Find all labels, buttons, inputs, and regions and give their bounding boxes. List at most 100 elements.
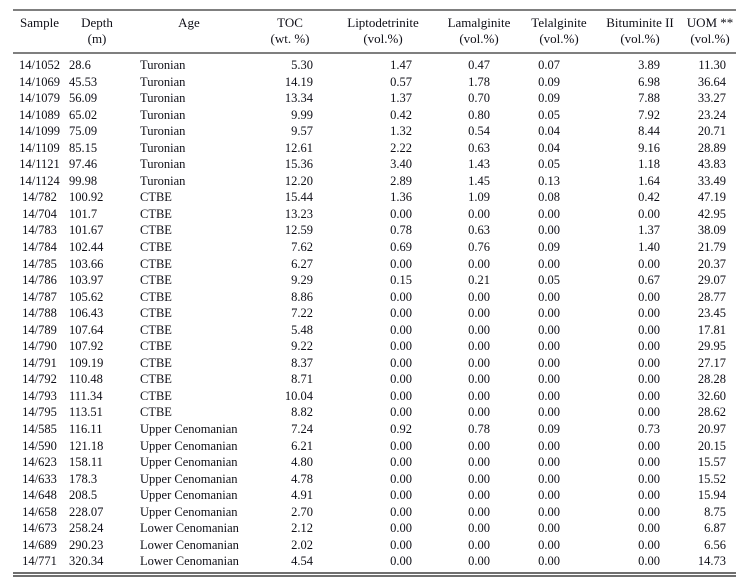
cell-telalginite: 0.00 bbox=[538, 405, 560, 420]
cell-age: Turonian bbox=[140, 173, 186, 188]
cell-telalginite: 0.00 bbox=[538, 488, 560, 503]
cell-lamalginite: 0.00 bbox=[468, 306, 490, 321]
cell-telalginite: 0.00 bbox=[538, 206, 560, 221]
cell-age: Turonian bbox=[140, 58, 186, 72]
table-row: 14/1069 45.53 Turonian 14.19 0.57 1.78 0.09 6.9… bbox=[13, 74, 736, 91]
cell-telalginite: 0.00 bbox=[538, 223, 560, 238]
cell-age: Turonian bbox=[140, 140, 186, 155]
table-row: 14/1079 56.09 Turonian 13.34 1.37 0.70 0.09 7.8… bbox=[13, 90, 736, 107]
cell-sample: 14/623 bbox=[22, 455, 57, 470]
cell-toc: 9.29 bbox=[291, 273, 313, 288]
cell-telalginite: 0.00 bbox=[538, 554, 560, 569]
cell-toc: 2.70 bbox=[291, 504, 313, 519]
cell-lamalginite: 0.70 bbox=[468, 91, 490, 106]
cell-sample: 14/1079 bbox=[19, 91, 60, 106]
cell-toc: 4.54 bbox=[291, 554, 313, 569]
cell-liptodetrinite: 0.00 bbox=[390, 372, 412, 387]
cell-bituminite-ii: 0.00 bbox=[638, 438, 660, 453]
cell-depth: 105.62 bbox=[69, 289, 104, 304]
cell-lamalginite: 0.00 bbox=[468, 405, 490, 420]
cell-bituminite-ii: 1.40 bbox=[638, 240, 660, 255]
cell-uom: 17.81 bbox=[697, 322, 726, 337]
cell-uom: 20.71 bbox=[697, 124, 726, 139]
cell-uom: 20.37 bbox=[697, 256, 726, 271]
cell-age: CTBE bbox=[140, 388, 172, 403]
cell-telalginite: 0.08 bbox=[538, 190, 560, 205]
table-row: 14/771 320.34 Lower Cenomanian 4.54 0.00 0.00… bbox=[13, 553, 736, 574]
cell-toc: 13.23 bbox=[284, 206, 313, 221]
cell-sample: 14/585 bbox=[22, 422, 57, 437]
table-row: 14/1099 75.09 Turonian 9.57 1.32 0.54 0.04 8.44… bbox=[13, 123, 736, 140]
cell-age: Turonian bbox=[140, 107, 186, 122]
cell-uom: 15.94 bbox=[697, 488, 726, 503]
cell-toc: 6.27 bbox=[291, 256, 313, 271]
cell-liptodetrinite: 0.69 bbox=[390, 240, 412, 255]
cell-bituminite-ii: 0.67 bbox=[638, 273, 660, 288]
cell-toc: 15.36 bbox=[284, 157, 313, 172]
cell-toc: 2.12 bbox=[291, 521, 313, 536]
cell-depth: 107.64 bbox=[69, 322, 104, 337]
cell-depth: 208.5 bbox=[69, 488, 98, 503]
cell-toc: 9.57 bbox=[291, 124, 313, 139]
cell-depth: 178.3 bbox=[69, 471, 98, 486]
table-row: 14/782 100.92 CTBE 15.44 1.36 1.09 0.08 0.42 47.… bbox=[13, 189, 736, 206]
cell-liptodetrinite: 0.00 bbox=[390, 322, 412, 337]
cell-age: Lower Cenomanian bbox=[140, 537, 239, 552]
cell-age: CTBE bbox=[140, 223, 172, 238]
cell-lamalginite: 0.00 bbox=[468, 471, 490, 486]
table-row: 14/633 178.3 Upper Cenomanian 4.78 0.00 0.00 0… bbox=[13, 471, 736, 488]
cell-depth: 116.11 bbox=[69, 422, 103, 437]
cell-lamalginite: 0.00 bbox=[468, 554, 490, 569]
cell-age: CTBE bbox=[140, 289, 172, 304]
cell-uom: 6.87 bbox=[704, 521, 726, 536]
cell-age: Turonian bbox=[140, 157, 186, 172]
cell-toc: 8.82 bbox=[291, 405, 313, 420]
col-unit: (m) bbox=[87, 30, 107, 46]
col-header-bituminite-ii: Bituminite II (vol.%) bbox=[596, 10, 684, 54]
table-row: 14/1121 97.46 Turonian 15.36 3.40 1.43 0.05 1.1… bbox=[13, 156, 736, 173]
cell-depth: 113.51 bbox=[69, 405, 103, 420]
col-unit: (vol.%) bbox=[620, 30, 660, 46]
cell-liptodetrinite: 0.00 bbox=[390, 405, 412, 420]
table-row: 14/590 121.18 Upper Cenomanian 6.21 0.00 0.00… bbox=[13, 438, 736, 455]
cell-telalginite: 0.09 bbox=[538, 91, 560, 106]
cell-sample: 14/782 bbox=[22, 190, 57, 205]
col-unit: (vol.%) bbox=[690, 30, 730, 46]
cell-bituminite-ii: 6.98 bbox=[638, 74, 660, 89]
table-header: Sample Depth (m) Age TOC (wt. %) Liptode… bbox=[13, 10, 736, 54]
cell-depth: 106.43 bbox=[69, 306, 104, 321]
cell-sample: 14/785 bbox=[22, 256, 57, 271]
cell-toc: 9.99 bbox=[291, 107, 313, 122]
table-row: 14/783 101.67 CTBE 12.59 0.78 0.63 0.00 1.37 38.… bbox=[13, 222, 736, 239]
cell-depth: 158.11 bbox=[69, 455, 103, 470]
cell-telalginite: 0.00 bbox=[538, 289, 560, 304]
cell-bituminite-ii: 3.89 bbox=[638, 58, 660, 72]
cell-liptodetrinite: 0.78 bbox=[390, 223, 412, 238]
cell-liptodetrinite: 0.00 bbox=[390, 306, 412, 321]
cell-age: Turonian bbox=[140, 124, 186, 139]
cell-telalginite: 0.05 bbox=[538, 273, 560, 288]
cell-toc: 13.34 bbox=[284, 91, 313, 106]
cell-sample: 14/689 bbox=[22, 537, 57, 552]
cell-uom: 36.64 bbox=[697, 74, 726, 89]
cell-lamalginite: 0.47 bbox=[468, 58, 490, 72]
cell-uom: 20.15 bbox=[697, 438, 726, 453]
table-row: 14/785 103.66 CTBE 6.27 0.00 0.00 0.00 0.00 20.3… bbox=[13, 256, 736, 273]
cell-toc: 6.21 bbox=[291, 438, 313, 453]
table-row: 14/795 113.51 CTBE 8.82 0.00 0.00 0.00 0.00 28.6… bbox=[13, 404, 736, 421]
cell-toc: 14.19 bbox=[284, 74, 313, 89]
cell-liptodetrinite: 0.00 bbox=[390, 438, 412, 453]
col-header-uom: UOM ** (vol.%) bbox=[684, 10, 736, 54]
cell-depth: 101.67 bbox=[69, 223, 104, 238]
cell-sample: 14/787 bbox=[22, 289, 57, 304]
cell-lamalginite: 0.21 bbox=[468, 273, 490, 288]
cell-depth: 56.09 bbox=[69, 91, 98, 106]
cell-age: Upper Cenomanian bbox=[140, 455, 238, 470]
cell-depth: 101.7 bbox=[69, 206, 98, 221]
cell-bituminite-ii: 0.00 bbox=[638, 554, 660, 569]
cell-telalginite: 0.00 bbox=[538, 339, 560, 354]
table-row: 14/1124 99.98 Turonian 12.20 2.89 1.45 0.13 1.6… bbox=[13, 173, 736, 190]
cell-depth: 103.97 bbox=[69, 273, 104, 288]
cell-lamalginite: 0.00 bbox=[468, 488, 490, 503]
cell-bituminite-ii: 0.00 bbox=[638, 471, 660, 486]
